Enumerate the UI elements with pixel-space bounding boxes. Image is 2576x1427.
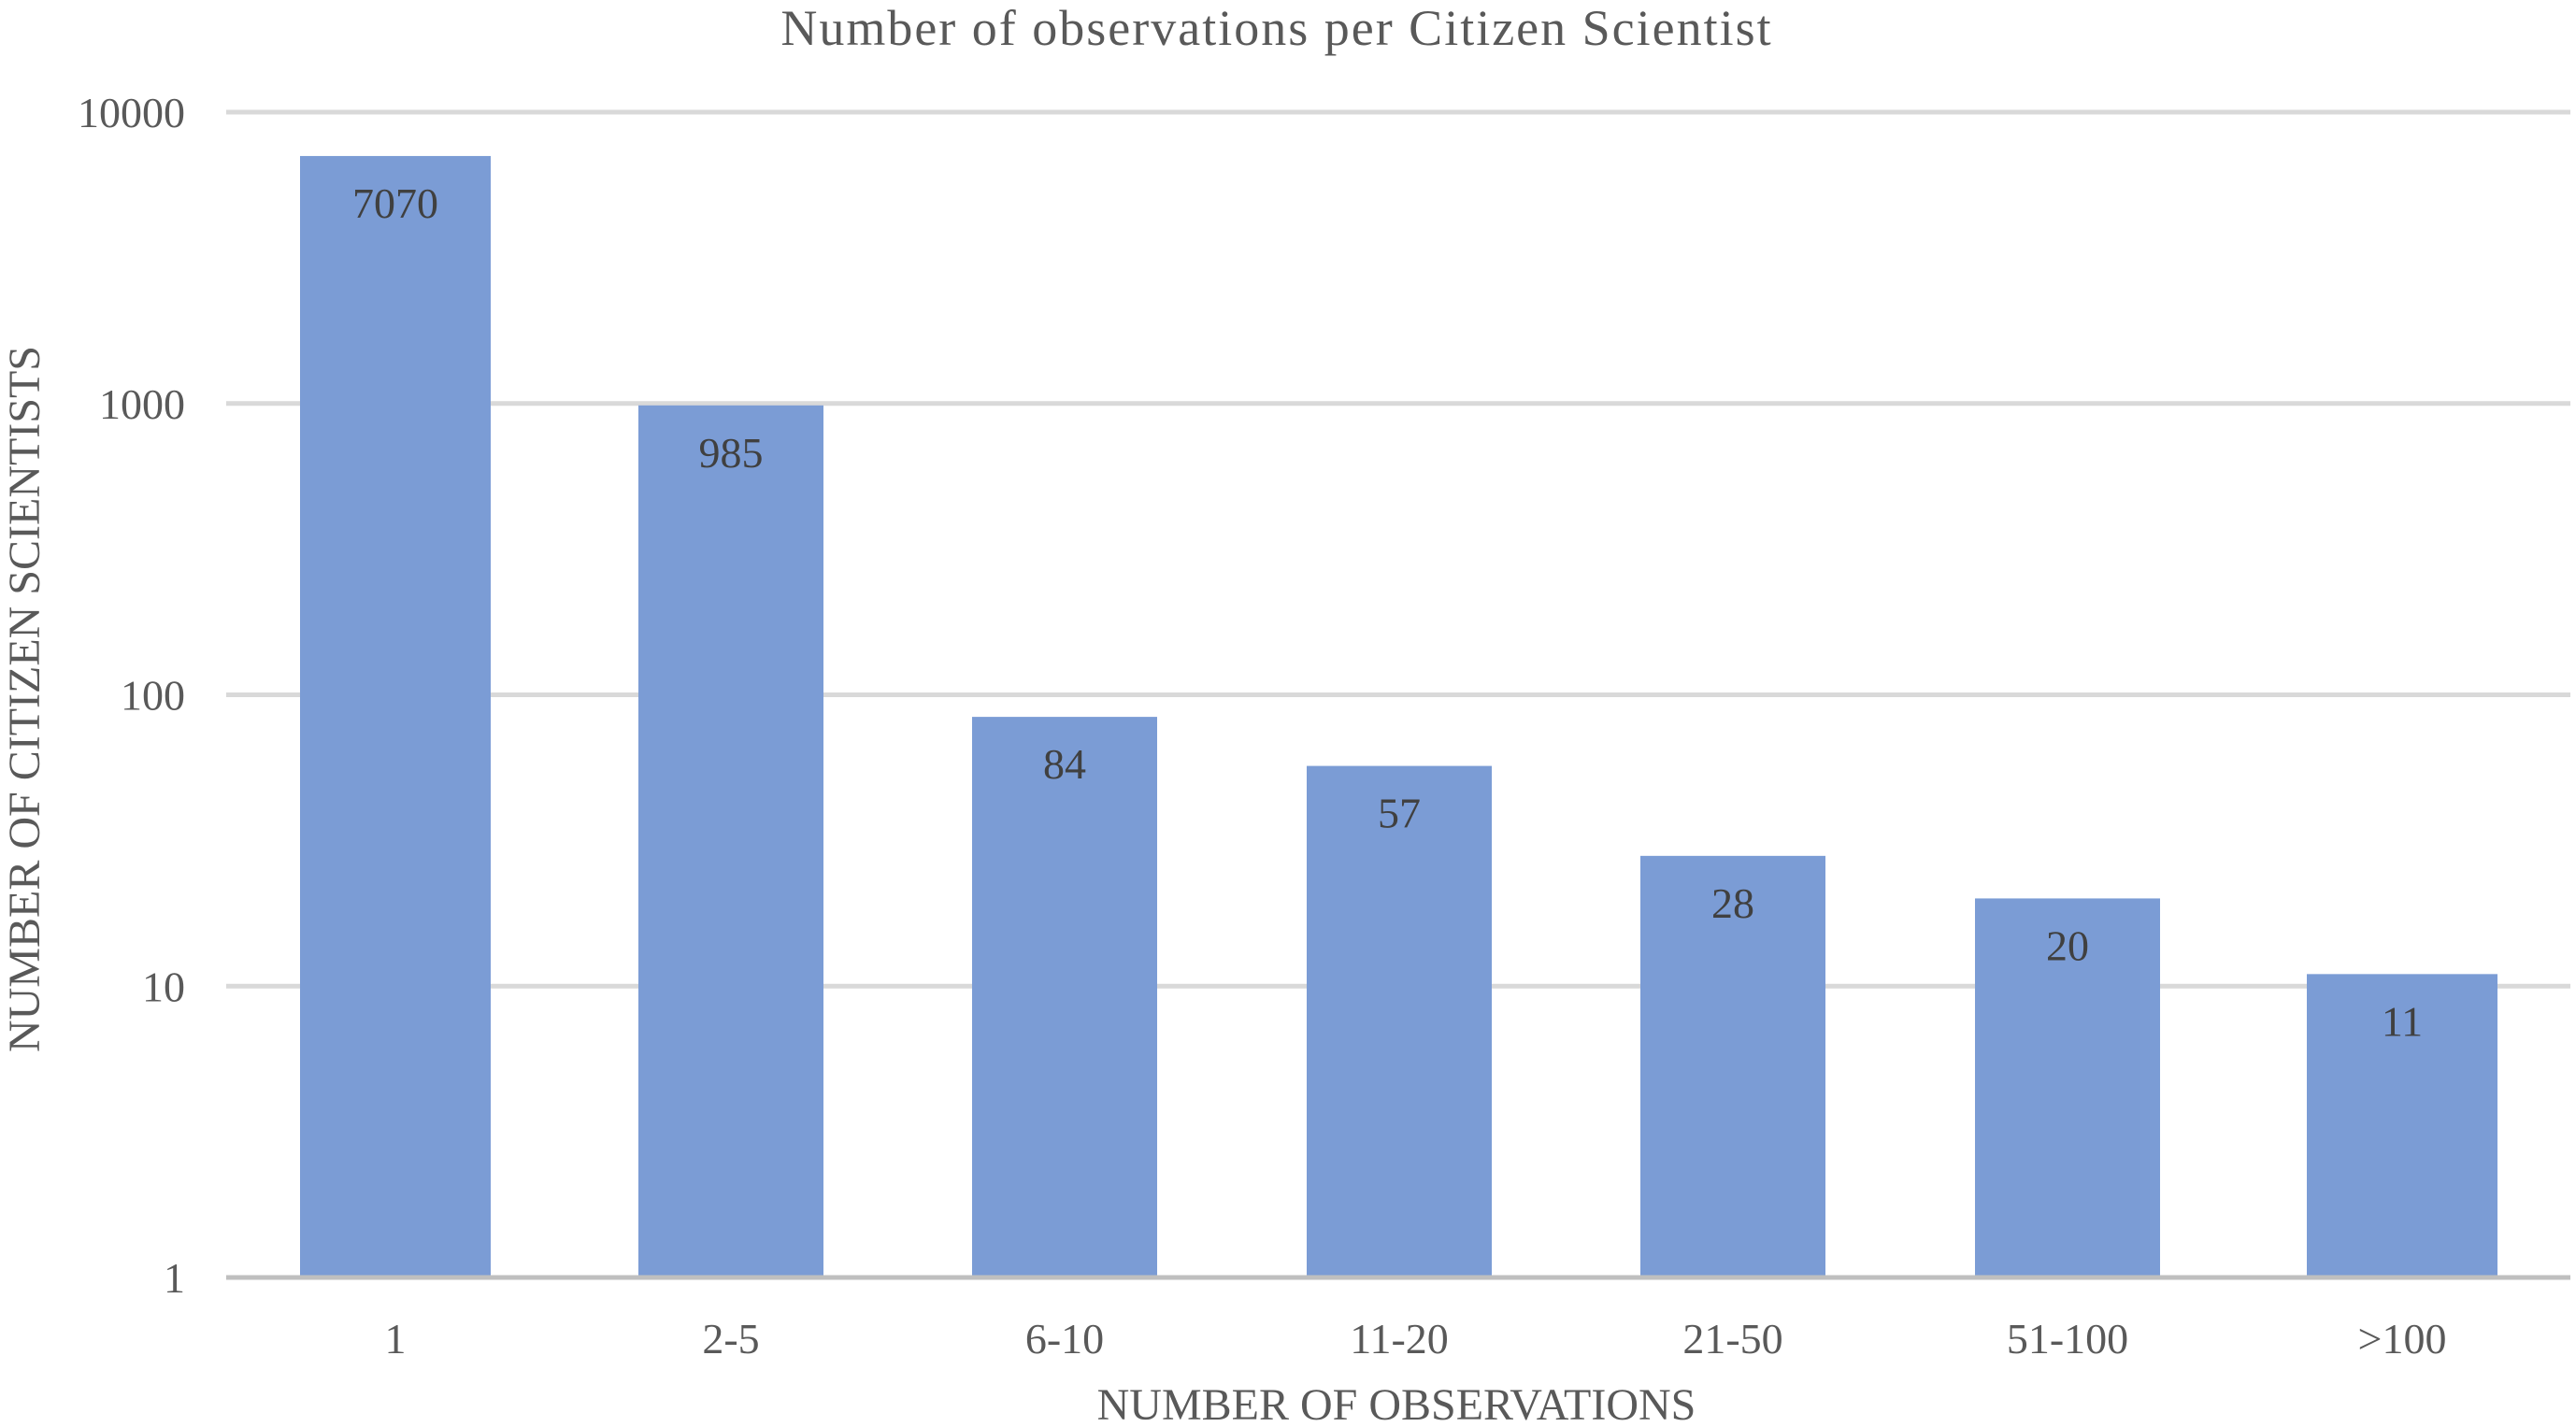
y-tick-label: 10000	[78, 89, 185, 136]
y-tick-label: 1000	[99, 380, 185, 428]
data-label: 20	[2046, 921, 2089, 969]
x-axis-title: NUMBER OF OBSERVATIONS	[1097, 1380, 1696, 1427]
x-tick-label: 51-100	[2007, 1315, 2128, 1363]
data-label: 7070	[352, 179, 438, 227]
data-label: 84	[1043, 740, 1086, 788]
data-label: 57	[1378, 790, 1421, 837]
x-axis-ticks: 1 2-5 6-10 11-20 21-50 51-100 >100	[385, 1315, 2447, 1363]
bar-4	[1307, 765, 1492, 1277]
y-tick-label: 100	[121, 672, 185, 720]
data-label: 11	[2382, 997, 2423, 1045]
x-tick-label: 1	[385, 1315, 407, 1363]
bars	[300, 155, 2497, 1278]
bar-1	[300, 155, 491, 1278]
y-axis-ticks: 1 10 100 1000 10000	[78, 89, 185, 1302]
bar-5	[1640, 855, 1825, 1277]
bar-2	[638, 405, 823, 1277]
x-tick-label: 11-20	[1350, 1315, 1449, 1363]
bar-6	[1975, 898, 2160, 1277]
x-tick-label: 6-10	[1025, 1315, 1104, 1363]
chart-title: Number of observations per Citizen Scien…	[780, 0, 1772, 56]
bar-3	[972, 717, 1157, 1277]
data-labels: 7070 985 84 57 28 20 11	[352, 179, 2423, 1045]
data-label: 985	[699, 429, 764, 477]
y-tick-label: 1	[164, 1254, 185, 1302]
x-tick-label: 21-50	[1682, 1315, 1782, 1363]
bar-7	[2307, 974, 2497, 1277]
data-label: 28	[1711, 879, 1754, 927]
x-tick-label: >100	[2358, 1315, 2447, 1363]
y-axis-title: NUMBER OF CITIZEN SCIENTISTS	[0, 346, 50, 1052]
x-tick-label: 2-5	[702, 1315, 759, 1363]
y-tick-label: 10	[142, 963, 185, 1010]
